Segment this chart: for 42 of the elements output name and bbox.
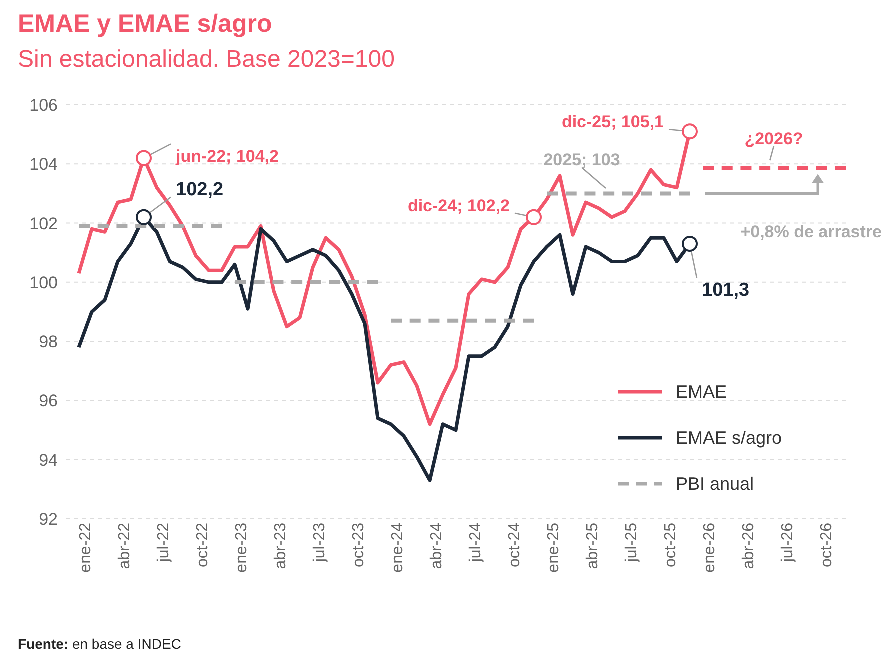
- x-tick-label: oct-22: [194, 522, 212, 568]
- annotation: dic-24; 102,2: [408, 196, 510, 216]
- source-note: Fuente: en base a INDEC: [18, 636, 182, 652]
- x-tick-label: jul-23: [311, 522, 328, 564]
- legend-label: EMAE: [676, 382, 728, 402]
- legend-label: PBI anual: [676, 474, 754, 494]
- x-tick-label: ene-23: [233, 522, 250, 573]
- y-tick-label: 98: [39, 332, 58, 352]
- x-tick-label: ene-24: [389, 522, 406, 573]
- x-tick-label: jul-24: [467, 522, 484, 564]
- x-tick-label: jul-25: [623, 522, 640, 564]
- x-tick-label: abr-24: [428, 522, 446, 570]
- x-tick-label: abr-26: [740, 522, 758, 570]
- x-tick-label: oct-24: [506, 522, 524, 568]
- annotation: ¿2026?: [744, 129, 804, 148]
- x-tick-label: oct-23: [350, 522, 368, 568]
- annotation: 2025; 103: [544, 150, 620, 170]
- annotation: jun-22; 104,2: [175, 147, 279, 166]
- legend-label: EMAE s/agro: [676, 428, 782, 448]
- x-tick-label: ene-25: [545, 522, 562, 573]
- x-tick-label: ene-26: [701, 522, 718, 573]
- x-tick-label: abr-22: [116, 522, 134, 570]
- x-tick-label: jul-22: [155, 522, 172, 564]
- annotation: 102,2: [176, 179, 224, 200]
- chart-title: EMAE y EMAE s/agro: [18, 10, 272, 39]
- y-tick-label: 94: [39, 450, 58, 470]
- annotation: +0,8% de arrastre: [740, 222, 882, 242]
- x-tick-label: abr-23: [272, 522, 290, 570]
- y-tick-label: 104: [30, 155, 58, 174]
- y-tick-label: 92: [39, 510, 58, 530]
- y-tick-label: 106: [30, 96, 58, 116]
- annotation: dic-25; 105,1: [562, 112, 664, 132]
- annotation: 101,3: [702, 280, 750, 301]
- x-tick-label: oct-26: [818, 522, 836, 568]
- y-tick-label: 102: [30, 214, 58, 234]
- x-tick-label: jul-26: [779, 522, 796, 564]
- x-tick-label: ene-22: [77, 522, 94, 573]
- x-tick-label: abr-25: [584, 522, 602, 570]
- y-tick-label: 96: [39, 392, 58, 411]
- x-tick-label: oct-25: [662, 522, 680, 568]
- y-tick-label: 100: [30, 273, 58, 292]
- chart-subtitle: Sin estacionalidad. Base 2023=100: [18, 46, 395, 74]
